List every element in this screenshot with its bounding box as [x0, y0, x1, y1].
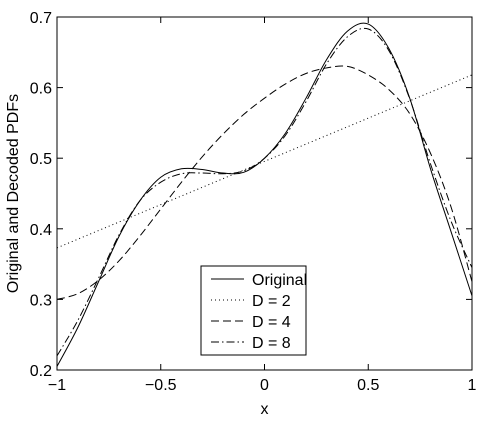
- legend: Original D = 2 D = 4 D = 8: [200, 265, 307, 356]
- y-axis-label: Original and Decoded PDFs: [5, 94, 22, 293]
- legend-box: [200, 265, 307, 356]
- x-axis-label: x: [261, 401, 269, 418]
- axis-ticks: −1 −0.5 0 0.5 1 0.2 0.3 0.4 0.5 0.6 0.7: [30, 10, 477, 394]
- y-tick-label: 0.3: [30, 292, 52, 309]
- y-tick-label: 0.6: [30, 81, 52, 98]
- x-tick-label: 0: [260, 377, 269, 394]
- x-tick-label: 1: [468, 377, 477, 394]
- x-tick-label: −1: [48, 377, 66, 394]
- y-tick-label: 0.7: [30, 10, 52, 27]
- legend-label-d-4: D = 4: [252, 314, 291, 331]
- legend-items: Original D = 2 D = 4 D = 8: [211, 272, 307, 352]
- series-line-d-4: [56, 65, 473, 300]
- legend-label-d-2: D = 2: [252, 293, 291, 310]
- legend-label-d-8: D = 8: [252, 335, 291, 352]
- y-tick-label: 0.4: [30, 222, 52, 239]
- x-tick-label: −0.5: [145, 377, 177, 394]
- x-tick-label: 0.5: [357, 377, 379, 394]
- legend-label-original: Original: [252, 272, 307, 289]
- series-line-d-8: [56, 27, 473, 357]
- y-tick-label: 0.5: [30, 151, 52, 168]
- series-line-d-2: [56, 74, 473, 249]
- series-lines: [56, 22, 473, 367]
- y-tick-label: 0.2: [30, 363, 52, 380]
